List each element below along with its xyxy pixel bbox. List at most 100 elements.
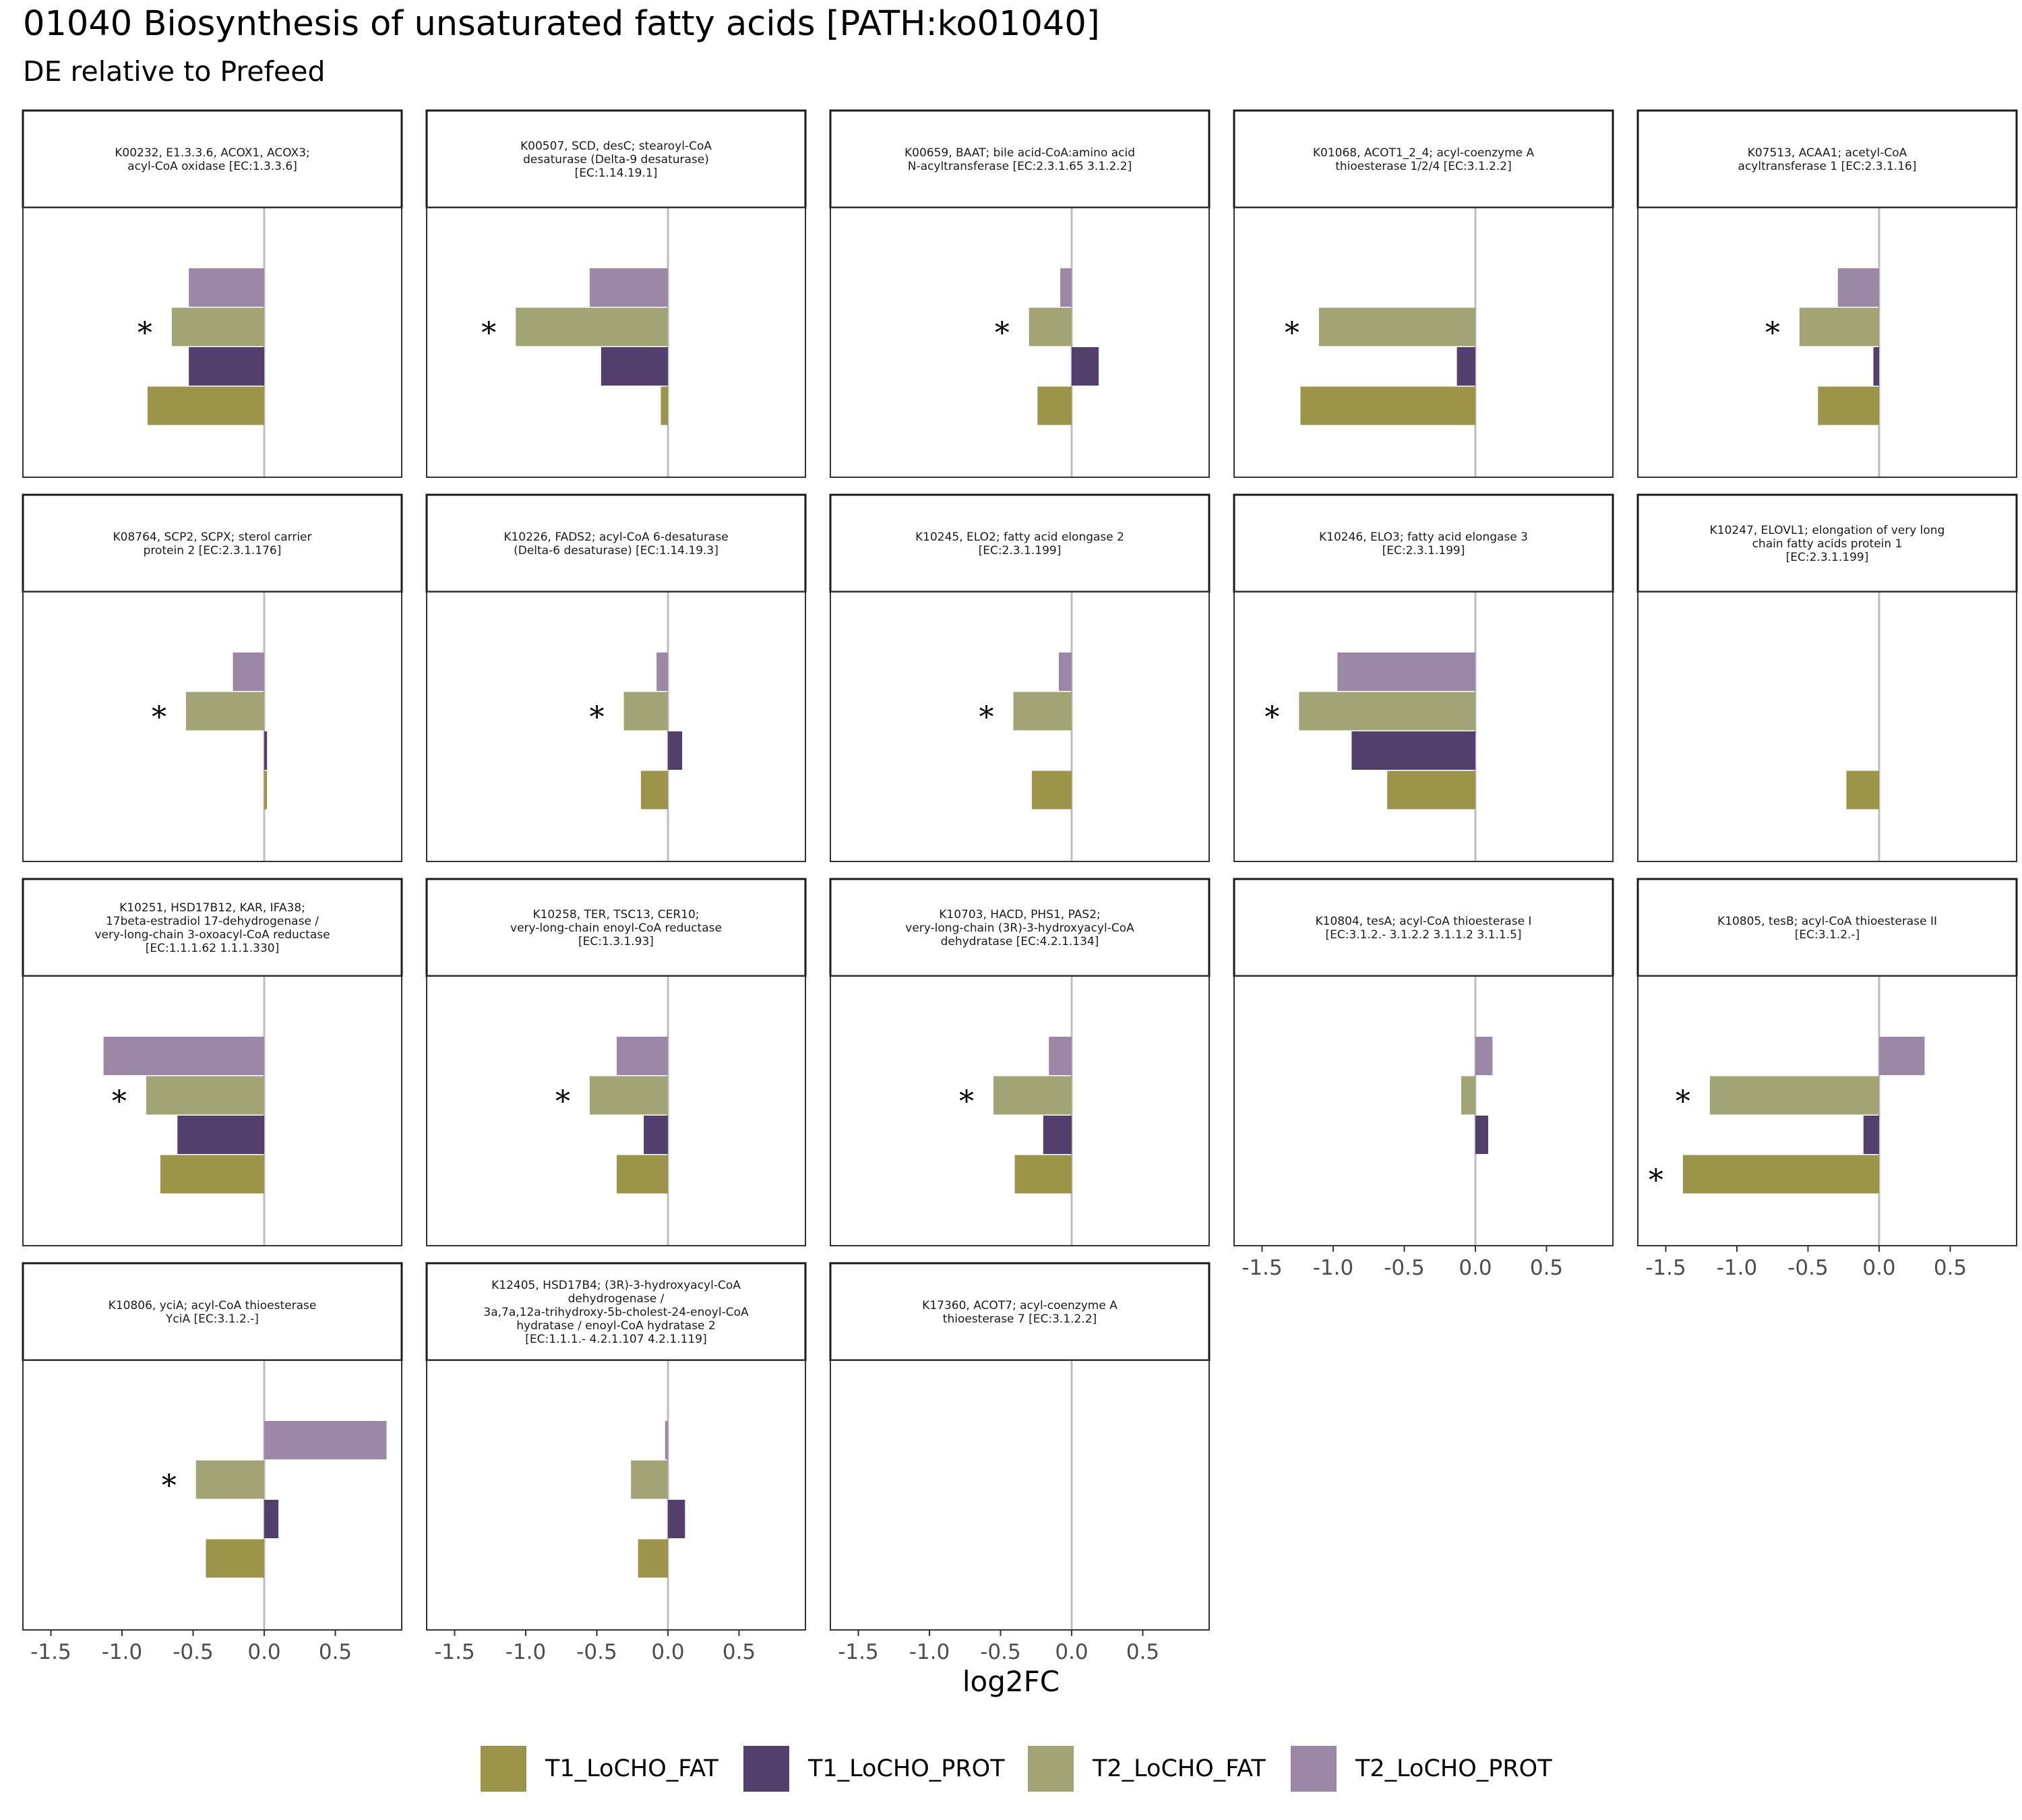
- bar-t1-locho-prot: [264, 731, 268, 770]
- legend-label: T1_LoCHO_PROT: [808, 1755, 1005, 1782]
- significance-marker: *: [979, 700, 993, 735]
- bar-t1-locho-prot: [177, 1116, 264, 1154]
- facet-strip-label: [EC:1.14.19.1]: [575, 166, 658, 180]
- facet-strip-label: dehydratase [EC:4.2.1.134]: [941, 935, 1099, 948]
- legend-item: T1_LoCHO_FAT: [481, 1746, 718, 1792]
- facet-panel: K10258, TER, TSC13, CER10;very-long-chai…: [425, 878, 807, 1246]
- bar-t1-locho-prot: [1072, 347, 1099, 386]
- facet-strip: [425, 109, 807, 209]
- bar-t2-locho-fat: [1029, 307, 1072, 346]
- bar-t2-locho-fat: [623, 692, 668, 731]
- significance-marker: *: [959, 1085, 974, 1119]
- facet-panel: K10245, ELO2; fatty acid elongase 2[EC:2…: [829, 493, 1211, 862]
- bar-t1-locho-fat: [638, 1539, 668, 1578]
- bar-t1-locho-fat: [617, 1155, 668, 1194]
- facet-strip-label: dehydrogenase /: [568, 1292, 665, 1306]
- facet-panel: K12405, HSD17B4; (3R)-3-hydroxyacyl-CoAd…: [425, 1262, 807, 1664]
- x-tick-label: -1.5: [838, 1640, 879, 1664]
- x-tick-label: -1.5: [30, 1640, 71, 1664]
- facet-strip-label: 3a,7a,12a-trihydroxy-5b-cholest-24-enoyl…: [483, 1306, 749, 1319]
- facet-strip-label: [EC:2.3.1.199]: [979, 544, 1062, 557]
- facet-strip: [425, 878, 807, 977]
- bar-t1-locho-prot: [1873, 347, 1879, 386]
- legend-key: [481, 1746, 526, 1792]
- bar-t2-locho-fat: [195, 1460, 264, 1499]
- x-tick-label: -0.5: [576, 1640, 617, 1664]
- bar-t1-locho-fat: [160, 1155, 264, 1194]
- significance-marker: *: [995, 316, 1010, 351]
- bar-t2-locho-prot: [665, 1421, 668, 1459]
- facet-strip-label: K01068, ACOT1_2_4; acyl-coenzyme A: [1313, 146, 1535, 160]
- facet-strip: [829, 493, 1211, 593]
- facet-strip-label: K10258, TER, TSC13, CER10;: [532, 908, 699, 921]
- x-tick-label: -1.0: [506, 1640, 547, 1664]
- facet-strip-label: very-long-chain 3-oxoacyl-CoA reductase: [94, 928, 330, 942]
- bar-t2-locho-fat: [185, 692, 264, 731]
- facet-panel: K10805, tesB; acyl-CoA thioesterase II[E…: [1636, 878, 2018, 1280]
- x-tick-label: 0.0: [1459, 1256, 1492, 1280]
- bar-t1-locho-fat: [1818, 386, 1879, 425]
- x-tick-label: -1.5: [1645, 1256, 1686, 1280]
- chart-subtitle: DE relative to Prefeed: [23, 55, 326, 88]
- chart-title: 01040 Biosynthesis of unsaturated fatty …: [23, 4, 1100, 44]
- bar-t2-locho-fat: [1709, 1076, 1879, 1115]
- facet-strip: [1636, 109, 2018, 209]
- bar-t1-locho-fat: [1300, 386, 1475, 425]
- facet-strip: [22, 878, 403, 977]
- plot-area: [426, 591, 806, 862]
- x-tick-label: 0.0: [651, 1640, 684, 1664]
- bar-t2-locho-fat: [1013, 692, 1072, 731]
- facet-strip: [1233, 878, 1614, 977]
- legend-label: T1_LoCHO_FAT: [545, 1755, 718, 1782]
- significance-marker: *: [590, 700, 605, 735]
- facet-strip: [829, 109, 1211, 209]
- facet-strip-label: (Delta-6 desaturase) [EC:1.14.19.3]: [514, 544, 718, 557]
- facet-strip: [1636, 878, 2018, 977]
- x-tick-label: -1.0: [1717, 1256, 1758, 1280]
- significance-marker: *: [555, 1085, 570, 1119]
- facet-strip: [1636, 493, 2018, 593]
- facet-strip-label: K08764, SCP2, SCPX; sterol carrier: [113, 530, 311, 544]
- significance-marker: *: [481, 316, 496, 351]
- x-tick-label: 0.5: [1126, 1640, 1159, 1664]
- significance-marker: *: [162, 1469, 177, 1503]
- facet-strip-label: K10246, ELO3; fatty acid elongase 3: [1319, 530, 1528, 544]
- bar-t2-locho-prot: [1837, 268, 1879, 307]
- bar-t2-locho-fat: [516, 307, 668, 346]
- bar-t1-locho-fat: [1387, 770, 1475, 810]
- legend-item: T2_LoCHO_FAT: [1028, 1746, 1266, 1792]
- significance-marker: *: [112, 1085, 127, 1119]
- x-tick-label: -0.5: [173, 1640, 214, 1664]
- significance-marker: *: [1264, 700, 1279, 735]
- facet-strip-label: [EC:1.3.1.93]: [578, 935, 654, 948]
- facet-strip-label: K10806, yciA; acyl-CoA thioesterase: [109, 1299, 317, 1312]
- bar-t1-locho-prot: [601, 347, 668, 386]
- bar-t2-locho-prot: [189, 268, 264, 307]
- facet-panel: K07513, ACAA1; acetyl-CoAacyltransferase…: [1636, 109, 2018, 478]
- plot-area: [830, 1360, 1210, 1631]
- facet-panel: K00659, BAAT; bile acid-CoA:amino acidN-…: [829, 109, 1211, 478]
- bar-t1-locho-fat: [1014, 1155, 1072, 1194]
- facet-strip: [425, 493, 807, 593]
- bar-t2-locho-prot: [264, 1421, 387, 1459]
- legend-label: T2_LoCHO_FAT: [1093, 1755, 1266, 1782]
- legend-key: [1028, 1746, 1074, 1792]
- x-tick-label: -0.5: [1787, 1256, 1829, 1280]
- facet-strip-label: hydratase / enoyl-CoA hydratase 2: [516, 1319, 715, 1333]
- facet-strip: [1233, 109, 1614, 209]
- significance-marker: *: [1676, 1085, 1690, 1119]
- bar-t1-locho-fat: [206, 1539, 264, 1578]
- facet-panel: K08764, SCP2, SCPX; sterol carrierprotei…: [22, 493, 403, 862]
- bar-t1-locho-fat: [147, 386, 264, 425]
- bar-t2-locho-fat: [631, 1460, 668, 1499]
- x-tick-label: 0.5: [1530, 1256, 1563, 1280]
- bar-t2-locho-prot: [1059, 653, 1072, 691]
- bar-t1-locho-fat: [1037, 386, 1072, 425]
- facet-strip-label: K10245, ELO2; fatty acid elongase 2: [915, 530, 1124, 544]
- bar-t2-locho-prot: [617, 1037, 668, 1075]
- bar-t2-locho-prot: [1879, 1037, 1925, 1075]
- facet-panel: K17360, ACOT7; acyl-coenzyme Athioestera…: [829, 1262, 1211, 1664]
- bar-t2-locho-fat: [589, 1076, 668, 1115]
- x-tick-label: -0.5: [980, 1640, 1021, 1664]
